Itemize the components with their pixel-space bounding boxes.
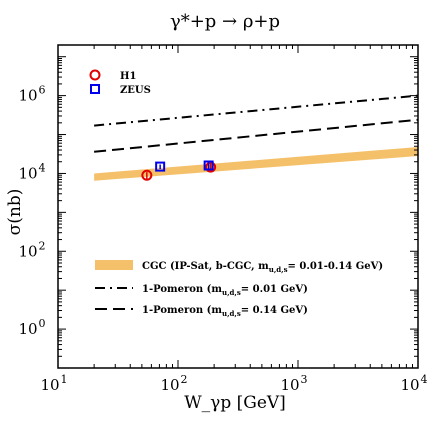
legend-cgc-label-rest: = 0.01-0.14 GeV) <box>288 261 384 272</box>
pomeron-014-line <box>94 118 418 153</box>
h1-point <box>205 161 217 173</box>
x-tick-label: 104 <box>400 373 427 394</box>
plot-content <box>94 94 418 181</box>
legend-pomeron-014-label-rest: = 0.14 GeV) <box>241 305 308 316</box>
x-tick-label: 103 <box>280 373 307 394</box>
y-tick-label: 106 <box>18 84 45 105</box>
y-tick-exp: 6 <box>39 84 46 97</box>
legend-h1-marker <box>89 69 101 81</box>
h1-point <box>141 169 153 181</box>
legend-pomeron-001-label-main: 1-Pomeron (m <box>142 284 222 295</box>
legend-pomeron-001-label-sub: u,d,s <box>222 288 241 297</box>
cgc-band <box>94 146 418 181</box>
x-axis-label: W_γp [GeV] <box>184 393 286 413</box>
legend-pomeron-001-label-rest: = 0.01 GeV) <box>241 284 308 295</box>
y-tick-exp: 0 <box>39 317 46 330</box>
x-tick-exp: 1 <box>61 373 68 386</box>
pomeron-001-line <box>94 94 418 127</box>
legend-cgc-label-main: CGC (IP-Sat, b-CGC, m <box>142 261 269 272</box>
y-tick-exp: 2 <box>39 239 46 252</box>
zeus-point <box>203 160 214 171</box>
plot-area <box>94 94 418 181</box>
legend-pomeron-014-label-sub: u,d,s <box>222 309 241 318</box>
x-tick-label: 101 <box>40 373 67 394</box>
legend-zeus-label: ZEUS <box>120 85 151 96</box>
zeus-point <box>155 161 166 172</box>
legend-cgc-label-sub: u,d,s <box>269 265 288 274</box>
y-tick-label: 102 <box>18 239 45 260</box>
legend-pomeron-001-label: 1-Pomeron (mu,d,s= 0.01 GeV) <box>142 284 308 297</box>
y-tick-exp: 4 <box>39 161 46 174</box>
legend-zeus-marker <box>90 84 100 94</box>
plot-frame <box>57 44 419 369</box>
legend-h1-label: H1 <box>120 71 136 82</box>
y-tick-label: 104 <box>18 161 45 182</box>
x-tick-label: 102 <box>160 373 187 394</box>
legend-pomeron-014-label-main: 1-Pomeron (m <box>142 305 222 316</box>
x-tick-exp: 3 <box>301 373 308 386</box>
x-tick-exp: 4 <box>421 373 428 386</box>
y-axis-label: σ(nb) <box>5 189 25 236</box>
y-tick-label: 100 <box>18 317 45 338</box>
legend-cgc-label: CGC (IP-Sat, b-CGC, mu,d,s= 0.01-0.14 Ge… <box>142 261 383 274</box>
legend-pomeron-014-label: 1-Pomeron (mu,d,s= 0.14 GeV) <box>142 305 308 318</box>
legend-cgc-swatch <box>95 260 133 270</box>
x-tick-exp: 2 <box>181 373 188 386</box>
chart-title: γ*+p → ρ+p <box>170 11 280 32</box>
